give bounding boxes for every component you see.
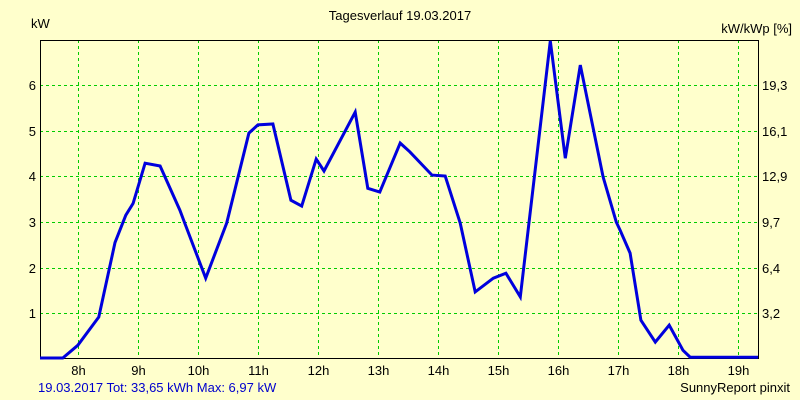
summary-text: 19.03.2017 Tot: 33,65 kWh Max: 6,97 kW bbox=[38, 380, 277, 395]
x-axis-tick-17h: 17h bbox=[607, 363, 630, 378]
x-axis-tick-15h: 15h bbox=[487, 363, 510, 378]
right-axis-unit-label: kW/kWp [%] bbox=[721, 21, 792, 36]
y-axis-left-tick-4: 4 bbox=[28, 168, 36, 184]
y-axis-right-tick-16,1: 16,1 bbox=[762, 123, 788, 139]
chart-title: Tagesverlauf 19.03.2017 bbox=[328, 8, 472, 23]
y-axis-left-tick-3: 3 bbox=[28, 214, 36, 230]
x-axis-tick-18h: 18h bbox=[667, 363, 690, 378]
x-axis-tick-12h: 12h bbox=[307, 363, 330, 378]
y-axis-left-tick-5: 5 bbox=[28, 123, 36, 139]
x-axis-tick-16h: 16h bbox=[547, 363, 570, 378]
y-axis-left-tick-2: 2 bbox=[28, 260, 36, 276]
grid-lines bbox=[40, 40, 758, 359]
plot-frame bbox=[40, 40, 759, 359]
y-axis-left-tick-6: 6 bbox=[28, 77, 36, 93]
power-curve bbox=[40, 40, 758, 360]
y-axis-right-tick-3,2: 3,2 bbox=[762, 305, 781, 321]
y-axis-right-tick-19,3: 19,3 bbox=[762, 77, 788, 93]
x-axis-tick-14h: 14h bbox=[427, 363, 450, 378]
y-axis-right-tick-12,9: 12,9 bbox=[762, 168, 788, 184]
y-axis-right-tick-6,4: 6,4 bbox=[762, 260, 781, 276]
y-axis-left-tick-1: 1 bbox=[28, 305, 36, 321]
left-axis-unit-label: kW bbox=[31, 16, 50, 31]
branding-text: SunnyReport pinxit bbox=[680, 380, 790, 395]
x-axis-tick-8h: 8h bbox=[71, 363, 86, 378]
x-axis-tick-11h: 11h bbox=[248, 363, 269, 378]
x-axis-tick-13h: 13h bbox=[367, 363, 390, 378]
x-axis-tick-9h: 9h bbox=[131, 363, 146, 378]
y-axis-right-tick-9,7: 9,7 bbox=[762, 214, 781, 230]
x-axis-tick-10h: 10h bbox=[187, 363, 210, 378]
x-axis-tick-19h: 19h bbox=[727, 363, 750, 378]
